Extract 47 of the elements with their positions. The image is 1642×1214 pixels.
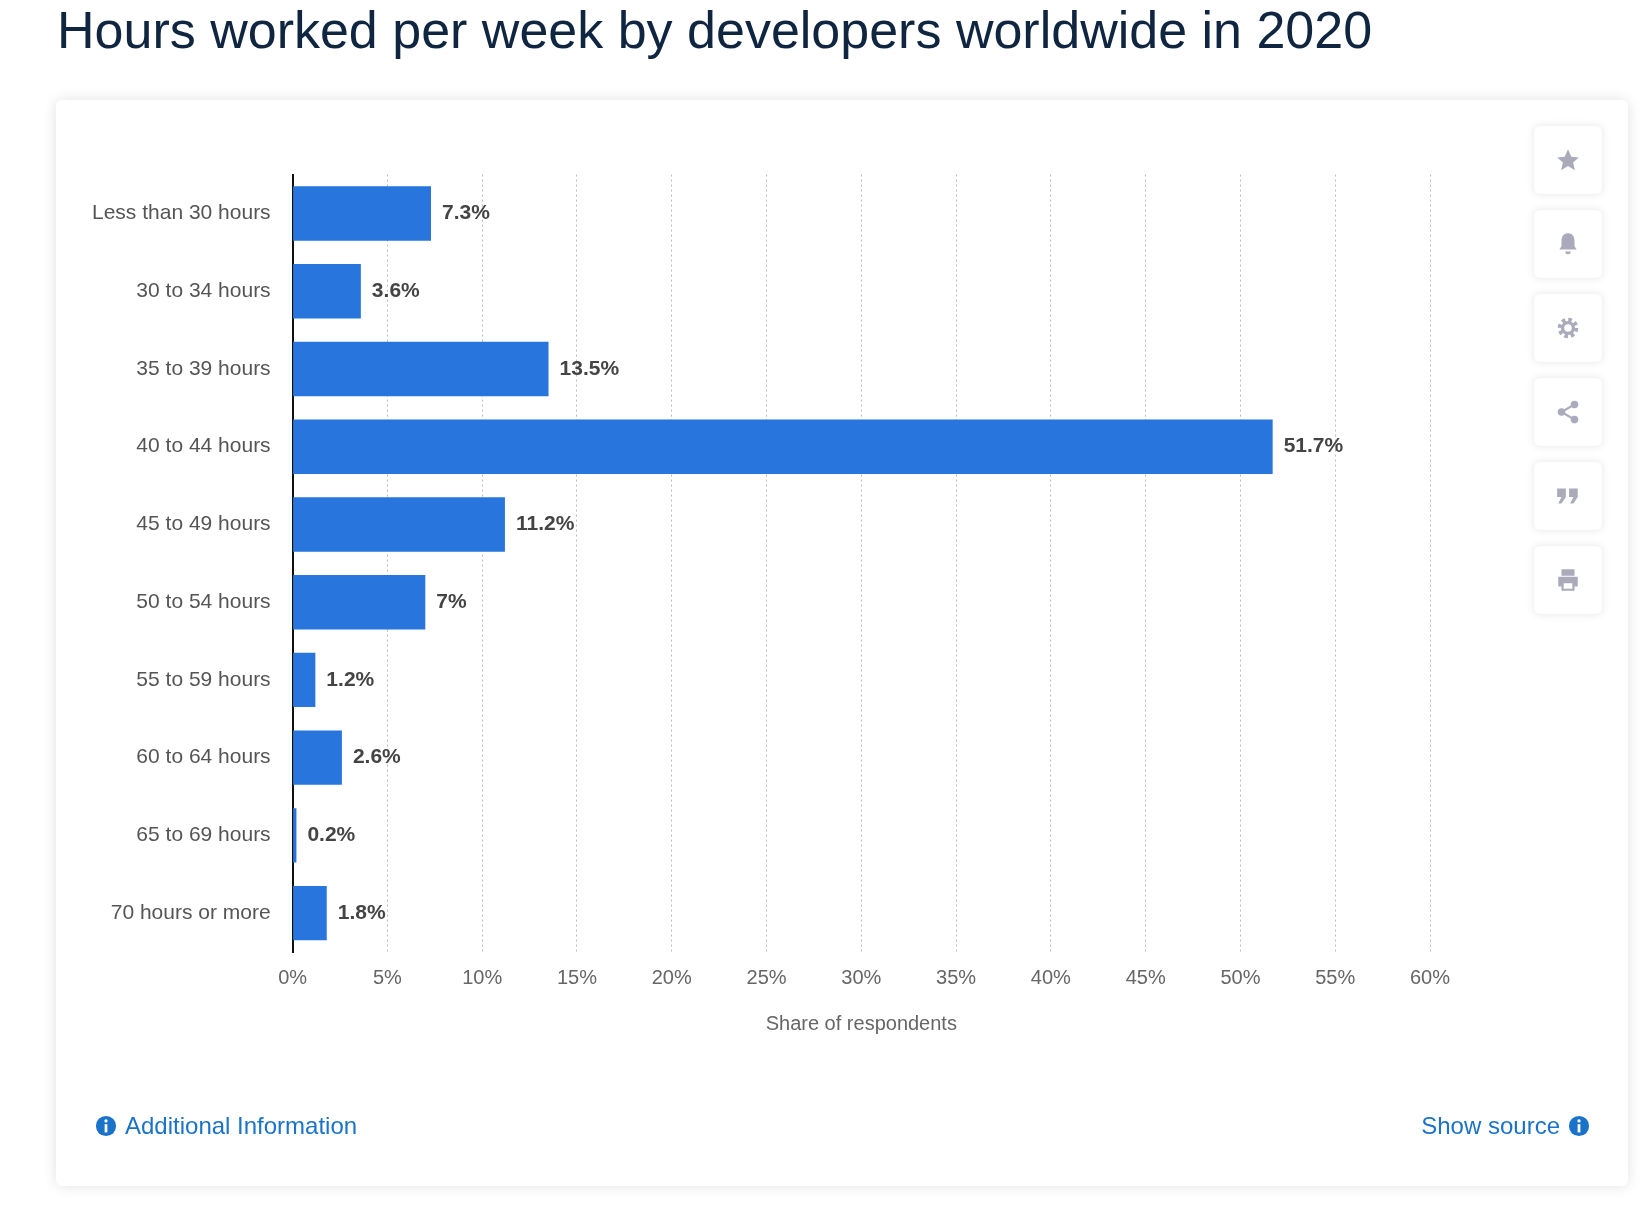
data-label: 1.2% [326, 666, 375, 690]
bar [293, 341, 549, 397]
chart-title: Hours worked per week by developers worldwide in 2020 [57, 0, 1373, 60]
bar [293, 652, 316, 708]
x-tick-label: 20% [651, 965, 692, 988]
bar [293, 730, 342, 785]
x-axis-title: Share of respondents [765, 1011, 957, 1034]
x-tick-label: 15% [556, 965, 598, 988]
x-tick-label: 50% [1220, 965, 1261, 988]
y-tick-label: 30 to 34 hours [136, 278, 271, 302]
data-label: 2.6% [352, 744, 402, 768]
y-tick-label: Less than 30 hours [92, 200, 271, 224]
bar [293, 497, 505, 552]
data-label: 7.3% [442, 200, 491, 224]
text: Additional Information [125, 1112, 358, 1140]
y-tick-label: 55 to 59 hours [136, 666, 271, 690]
y-tick-label: 40 to 44 hours [136, 433, 271, 457]
bar [293, 264, 361, 319]
data-label: 3.6% [371, 278, 421, 302]
x-tick-label: 10% [462, 965, 503, 988]
x-tick-label: 0% [278, 965, 308, 988]
y-tick-label: 65 to 69 hours [136, 822, 271, 846]
x-tick-label: 5% [372, 965, 403, 988]
bar [293, 574, 426, 630]
x-tick-label: 35% [936, 965, 977, 988]
data-label: 51.7% [1283, 433, 1344, 457]
data-label: 7% [436, 588, 467, 612]
x-tick-label: 45% [1125, 965, 1166, 988]
y-tick-label: 60 to 64 hours [136, 744, 271, 768]
data-label: 1.8% [337, 899, 386, 923]
x-tick-label: 60% [1409, 965, 1451, 988]
bar [293, 419, 1273, 474]
x-tick-label: 30% [841, 965, 882, 988]
y-tick-label: 70 hours or more [110, 899, 271, 923]
text: Show source [1421, 1112, 1560, 1140]
x-tick-label: 40% [1030, 965, 1072, 988]
y-tick-label: 50 to 54 hours [136, 588, 271, 612]
data-label: 0.2% [307, 822, 356, 846]
y-tick-label: 35 to 39 hours [136, 355, 271, 379]
bar [293, 885, 327, 941]
x-tick-label: 25% [746, 965, 787, 988]
bar [293, 808, 297, 863]
bar [293, 186, 431, 241]
y-tick-label: 45 to 49 hours [136, 511, 271, 535]
data-label: 13.5% [559, 355, 620, 379]
data-label: 11.2% [515, 511, 575, 535]
x-tick-label: 55% [1315, 965, 1356, 988]
